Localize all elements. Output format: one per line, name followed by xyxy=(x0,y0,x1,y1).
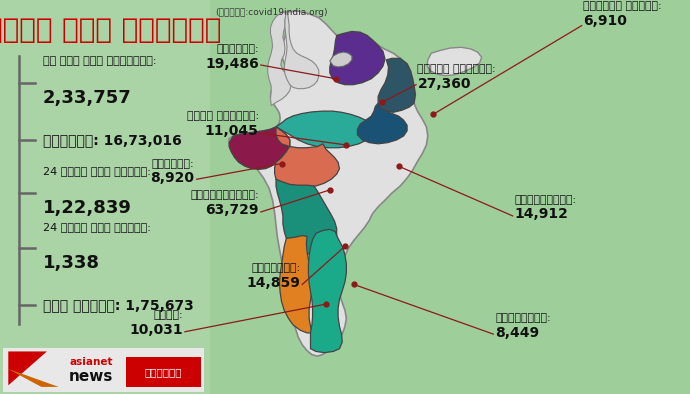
FancyBboxPatch shape xyxy=(3,348,204,392)
Text: 8,920: 8,920 xyxy=(150,171,195,185)
Polygon shape xyxy=(308,229,346,353)
Polygon shape xyxy=(275,127,339,187)
Polygon shape xyxy=(276,179,337,254)
Text: 10,031: 10,031 xyxy=(129,323,183,337)
Text: 2,33,757: 2,33,757 xyxy=(43,89,132,107)
Text: 24 घंटे में रिकवर:: 24 घंटे में रिकवर: xyxy=(43,166,150,177)
Polygon shape xyxy=(8,351,47,385)
Text: 19,486: 19,486 xyxy=(205,57,259,71)
Text: 11,045: 11,045 xyxy=(205,124,259,138)
Polygon shape xyxy=(330,52,352,67)
Text: छत्तीसगढ़:: छत्तीसगढ़: xyxy=(514,195,576,205)
FancyBboxPatch shape xyxy=(0,0,210,394)
Text: 27,360: 27,360 xyxy=(417,76,471,91)
Polygon shape xyxy=(276,111,374,148)
Text: एक्टिव: 16,73,016: एक्टिव: 16,73,016 xyxy=(43,133,181,147)
Text: गुजरात:: गुजरात: xyxy=(152,159,195,169)
Text: 63,729: 63,729 xyxy=(205,203,259,217)
Polygon shape xyxy=(7,368,59,387)
Text: 1,338: 1,338 xyxy=(43,254,100,272)
Polygon shape xyxy=(357,103,407,144)
Text: उत्तर प्रदेश:: उत्तर प्रदेश: xyxy=(417,64,496,74)
FancyBboxPatch shape xyxy=(126,357,201,387)
Text: news: news xyxy=(69,369,113,384)
Text: 14,912: 14,912 xyxy=(514,207,568,221)
Text: दिल्ली:: दिल्ली: xyxy=(216,45,259,54)
Text: (सोर्स:covid19india.org): (सोर्स:covid19india.org) xyxy=(215,8,328,17)
Polygon shape xyxy=(284,12,319,89)
Text: 24 घंटे में मौतें:: 24 घंटे में मौतें: xyxy=(43,221,150,232)
Text: 1,22,839: 1,22,839 xyxy=(43,199,132,217)
Polygon shape xyxy=(378,58,415,112)
Text: मध्य प्रदेश:: मध्य प्रदेश: xyxy=(186,112,259,121)
Text: 14,859: 14,859 xyxy=(246,275,300,290)
Polygon shape xyxy=(268,12,291,106)
Text: एक दिन में रिकॉर्ड:: एक दिन में रिकॉर्ड: xyxy=(43,56,156,66)
Text: पश्चिम बंगाल:: पश्चिम बंगाल: xyxy=(583,1,662,11)
Text: asianet: asianet xyxy=(69,357,112,367)
Text: तमिलनाडु:: तमिलनाडु: xyxy=(495,313,551,323)
Text: महाराष्ट्र:: महाराष्ट्र: xyxy=(190,190,259,200)
Text: हिन्दी: हिन्दी xyxy=(145,367,182,377)
Polygon shape xyxy=(229,127,290,169)
Polygon shape xyxy=(229,11,428,356)
Text: 6,910: 6,910 xyxy=(583,13,627,28)
Text: कर्नाटक:: कर्नाटक: xyxy=(251,263,300,273)
Text: कुल मौतें: 1,75,673: कुल मौतें: 1,75,673 xyxy=(43,298,193,312)
Polygon shape xyxy=(330,32,385,85)
Polygon shape xyxy=(279,236,313,333)
Text: भारत में कोरोना: भारत में कोरोना xyxy=(0,15,221,44)
Text: केरल:: केरल: xyxy=(153,310,183,320)
Polygon shape xyxy=(427,47,482,76)
Text: 8,449: 8,449 xyxy=(495,325,540,340)
